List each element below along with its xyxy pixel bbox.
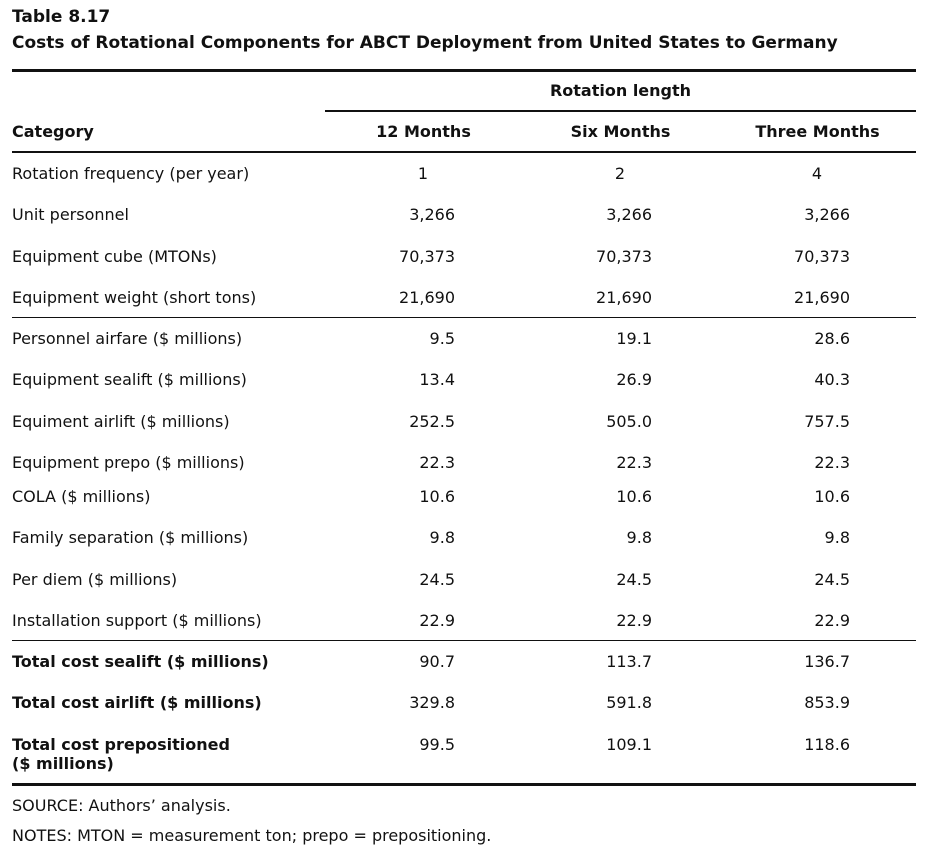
row-label: Total cost sealift ($ millions): [12, 652, 269, 671]
row-label: COLA ($ millions): [12, 487, 151, 506]
group-header-rotation-length: Rotation length: [549, 81, 692, 100]
top-rule: [12, 69, 916, 72]
row-value: 21,690: [794, 288, 850, 307]
row-value: 99.5: [419, 735, 455, 754]
row-value: 9.8: [626, 528, 652, 547]
row-value: 2: [614, 164, 626, 183]
row-value: 70,373: [794, 247, 850, 266]
row-label: Family separation ($ millions): [12, 528, 249, 547]
row-label: Installation support ($ millions): [12, 611, 262, 630]
row-value: 9.5: [429, 329, 455, 348]
row-value: 21,690: [399, 288, 455, 307]
row-label: Total cost airlift ($ millions): [12, 693, 262, 712]
row-value: 24.5: [616, 570, 652, 589]
row-value: 10.6: [419, 487, 455, 506]
row-value: 853.9: [804, 693, 850, 712]
section-rule-1: [12, 317, 916, 318]
row-label: Personnel airfare ($ millions): [12, 329, 243, 348]
row-value: 3,266: [804, 205, 850, 224]
row-value: 1: [417, 164, 429, 183]
row-value: 9.8: [429, 528, 455, 547]
row-value: 22.9: [419, 611, 455, 630]
notes-note: NOTES: MTON = measurement ton; prepo = p…: [12, 826, 492, 845]
row-label: Equipment weight (short tons): [12, 288, 257, 307]
row-value: 113.7: [606, 652, 652, 671]
row-value: 252.5: [409, 412, 455, 431]
row-value: 109.1: [606, 735, 652, 754]
group-header-rule: [325, 110, 916, 112]
row-value: 591.8: [606, 693, 652, 712]
row-value: 24.5: [419, 570, 455, 589]
section-rule-2: [12, 640, 916, 641]
row-label: Equipment sealift ($ millions): [12, 370, 247, 389]
row-value: 28.6: [814, 329, 850, 348]
row-value: 21,690: [596, 288, 652, 307]
row-value: 22.9: [814, 611, 850, 630]
row-value: 70,373: [399, 247, 455, 266]
row-value: 118.6: [804, 735, 850, 754]
row-value: 505.0: [606, 412, 652, 431]
column-header-category: Category: [12, 122, 94, 141]
row-value: 329.8: [409, 693, 455, 712]
row-value: 22.3: [814, 453, 850, 472]
row-value: 757.5: [804, 412, 850, 431]
row-value: 90.7: [419, 652, 455, 671]
row-value: 40.3: [814, 370, 850, 389]
row-value: 19.1: [616, 329, 652, 348]
row-value: 3,266: [409, 205, 455, 224]
row-label: Equipment prepo ($ millions): [12, 453, 245, 472]
row-label: Total cost prepositioned: [12, 735, 230, 754]
row-value: 24.5: [814, 570, 850, 589]
column-header-12-months: 12 Months: [376, 122, 471, 141]
row-label-continuation: ($ millions): [12, 754, 114, 773]
row-value: 13.4: [419, 370, 455, 389]
row-label: Unit personnel: [12, 205, 129, 224]
column-header-three-months: Three Months: [755, 122, 880, 141]
row-value: 136.7: [804, 652, 850, 671]
column-header-six-months: Six Months: [570, 122, 671, 141]
row-label: Equiment airlift ($ millions): [12, 412, 230, 431]
row-value: 10.6: [814, 487, 850, 506]
row-label: Per diem ($ millions): [12, 570, 178, 589]
row-value: 4: [811, 164, 823, 183]
row-value: 26.9: [616, 370, 652, 389]
source-note: SOURCE: Authors’ analysis.: [12, 796, 231, 815]
table-number: Table 8.17: [12, 7, 111, 27]
header-bottom-rule: [12, 151, 916, 153]
row-value: 10.6: [616, 487, 652, 506]
row-value: 22.9: [616, 611, 652, 630]
row-value: 22.3: [419, 453, 455, 472]
row-value: 3,266: [606, 205, 652, 224]
row-value: 70,373: [596, 247, 652, 266]
row-value: 9.8: [824, 528, 850, 547]
row-label: Rotation frequency (per year): [12, 164, 250, 183]
row-label: Equipment cube (MTONs): [12, 247, 217, 266]
row-value: 22.3: [616, 453, 652, 472]
table-title: Costs of Rotational Components for ABCT …: [12, 33, 838, 53]
bottom-rule: [12, 783, 916, 786]
